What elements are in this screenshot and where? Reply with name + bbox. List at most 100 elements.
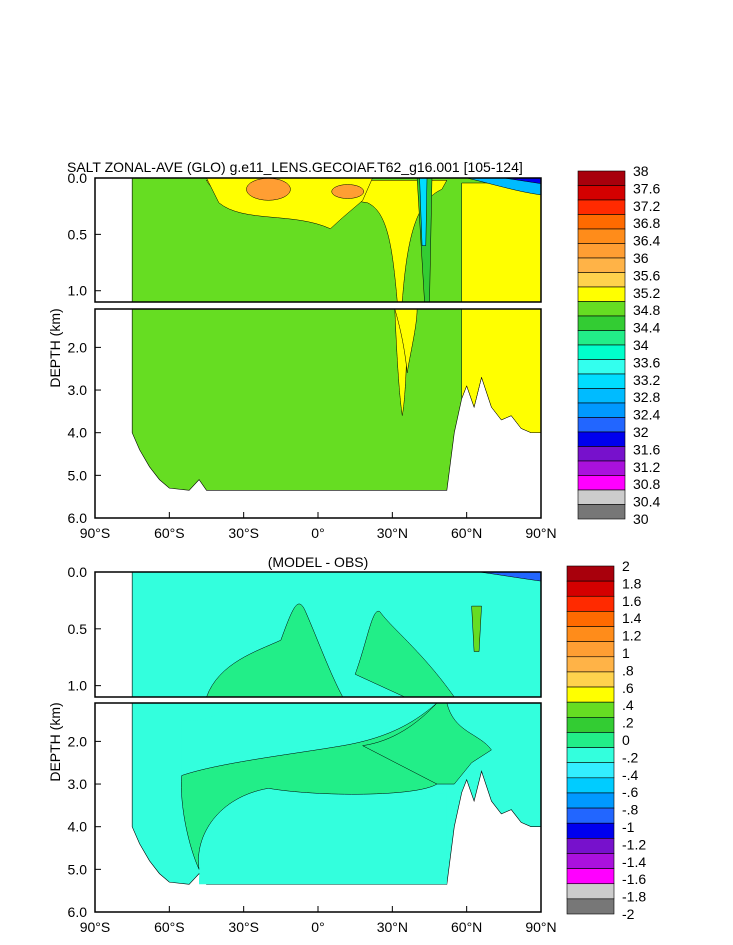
colorbar-swatch	[566, 671, 615, 688]
y-tick-label: 4.0	[68, 425, 88, 441]
colorbar-swatch	[577, 446, 626, 462]
colorbar-swatch	[566, 656, 615, 673]
region-arctic-atlantic-deep	[461, 182, 542, 303]
colorbar-label: -.6	[622, 784, 639, 800]
colorbar-swatch	[577, 214, 626, 230]
colorbar-swatch	[566, 701, 615, 718]
colorbar-label: 33.2	[633, 372, 660, 388]
colorbar-label: 31.2	[633, 459, 660, 475]
colorbar-swatch	[566, 777, 615, 794]
colorbar-label: .4	[622, 697, 634, 713]
y-tick-label: 4.0	[68, 819, 88, 835]
upper-depth-panel	[95, 177, 542, 303]
colorbar-label: .6	[622, 680, 634, 696]
colorbar: 21.81.61.41.21.8.6.4.20-.2-.4-.6-.8-1-1.…	[566, 558, 646, 922]
colorbar-label: 34	[633, 337, 649, 353]
colorbar-swatch	[566, 641, 615, 658]
region-positive-anomaly-mid-latitudes	[354, 611, 455, 698]
colorbar-swatch	[566, 717, 615, 733]
colorbar-label: -1	[622, 819, 635, 835]
colorbar-label: 34.4	[633, 320, 660, 336]
colorbar-swatch	[566, 580, 615, 597]
upper-depth-panel	[95, 571, 542, 698]
colorbar-swatch	[566, 595, 615, 612]
chart-panel-2: (MODEL - OBS)0.00.51.02.03.04.05.06.090°…	[47, 554, 646, 935]
chart-title: SALT ZONAL-AVE (GLO) g.e11_LENS.GECOIAF.…	[67, 159, 523, 175]
x-tick-label: 0°	[311, 919, 324, 935]
y-tick-label: 5.0	[68, 861, 88, 877]
x-tick-label: 60°S	[154, 525, 185, 541]
colorbar-swatch	[577, 504, 626, 520]
colorbar-label: 32.4	[633, 407, 660, 423]
upper-panel-frame	[94, 177, 542, 303]
colorbar-label: 35.6	[633, 267, 660, 283]
colorbar-label: 32.8	[633, 389, 660, 405]
y-tick-label: 0.0	[68, 170, 88, 186]
y-tick-label: 0.5	[68, 226, 88, 242]
colorbar-label: -.4	[622, 767, 639, 783]
colorbar-label: -1.4	[622, 854, 646, 870]
colorbar-swatch	[577, 199, 626, 215]
x-tick-label: 30°N	[377, 919, 408, 935]
x-tick-label: 90°S	[80, 919, 111, 935]
x-tick-label: 30°S	[228, 525, 259, 541]
region-positive-anomaly-mid-latitudes	[471, 605, 482, 652]
y-tick-label: 3.0	[68, 776, 88, 792]
colorbar-label: 30.8	[633, 476, 660, 492]
colorbar-label: 2	[622, 558, 630, 574]
colorbar-label: -2	[622, 906, 635, 922]
colorbar-swatch	[566, 611, 615, 627]
x-tick-label: 0°	[311, 525, 324, 541]
x-tick-label: 90°N	[525, 525, 556, 541]
colorbar-label: 30.4	[633, 494, 660, 510]
colorbar-swatch	[577, 228, 626, 244]
colorbar-swatch	[566, 853, 615, 869]
colorbar-label: 36	[633, 250, 649, 266]
colorbar-label: 34.8	[633, 302, 660, 318]
colorbar-swatch	[577, 257, 626, 273]
region-mediterranean-outflow-tongue	[394, 308, 418, 374]
colorbar-label: -.2	[622, 749, 639, 765]
colorbar-swatch	[566, 822, 615, 839]
colorbar-label: 32	[633, 424, 649, 440]
colorbar-swatch	[577, 344, 626, 360]
colorbar: 3837.637.236.836.43635.635.234.834.43433…	[577, 163, 660, 527]
colorbar-swatch	[577, 417, 626, 433]
colorbar-swatch	[577, 330, 626, 346]
y-tick-label: 0.0	[68, 564, 88, 580]
y-tick-label: 1.0	[68, 678, 88, 694]
region-background-bottom	[181, 792, 447, 885]
colorbar-label: 36.4	[633, 233, 660, 249]
y-tick-label: 6.0	[68, 510, 88, 526]
lower-depth-panel	[95, 702, 542, 912]
colorbar-swatch	[577, 431, 626, 447]
colorbar-label: 0	[622, 732, 630, 748]
colorbar-swatch	[577, 460, 626, 476]
colorbar-swatch	[566, 792, 615, 809]
x-tick-label: 30°S	[228, 919, 259, 935]
y-tick-label: 0.5	[68, 621, 88, 637]
lower-depth-panel	[95, 308, 542, 518]
x-tick-label: 60°N	[451, 919, 482, 935]
x-tick-label: 60°N	[451, 525, 482, 541]
colorbar-swatch	[566, 732, 615, 748]
region-south-core-max	[246, 178, 291, 201]
colorbar-label: 33.6	[633, 354, 660, 370]
colorbar-label: -.8	[622, 802, 639, 818]
y-tick-label: 6.0	[68, 904, 88, 920]
colorbar-label: .8	[622, 662, 634, 678]
colorbar-label: 37.6	[633, 180, 660, 196]
y-tick-label: 2.0	[68, 339, 88, 355]
x-tick-label: 90°N	[525, 919, 556, 935]
region-background-top	[181, 703, 437, 776]
colorbar-swatch	[566, 762, 615, 779]
upper-panel-frame	[94, 571, 542, 698]
colorbar-swatch	[566, 807, 615, 824]
colorbar-swatch	[566, 838, 615, 854]
y-tick-label: 5.0	[68, 467, 88, 483]
colorbar-swatch	[577, 489, 626, 505]
colorbar-label: 1.2	[622, 628, 642, 644]
y-tick-label: 1.0	[68, 283, 88, 299]
chart-panel-1: SALT ZONAL-AVE (GLO) g.e11_LENS.GECOIAF.…	[47, 159, 660, 541]
y-tick-label: 2.0	[68, 733, 88, 749]
